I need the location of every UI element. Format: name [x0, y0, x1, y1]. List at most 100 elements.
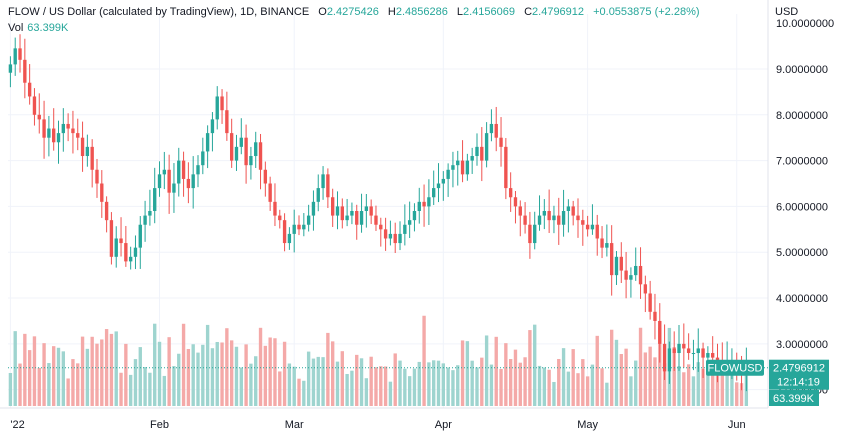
volume-bar	[95, 343, 99, 406]
volume-bar	[494, 336, 498, 406]
volume-bar	[422, 315, 426, 406]
candle-body	[542, 211, 547, 216]
candle-body	[653, 311, 657, 321]
volume-bar	[85, 348, 90, 406]
candle-body	[355, 211, 359, 225]
volume-bar	[37, 367, 41, 406]
candle-body	[263, 169, 268, 184]
volume-bar	[254, 356, 258, 406]
price-tick-label: 8.0000000	[776, 110, 828, 122]
candle-body	[456, 160, 460, 166]
candle-body	[513, 197, 518, 207]
price-tick-label: 3.0000000	[776, 339, 828, 351]
volume-bar	[229, 340, 234, 406]
candle-body	[480, 146, 484, 161]
candle-body	[196, 165, 200, 175]
volume-bar	[691, 376, 696, 406]
candle-body	[220, 96, 224, 111]
candle-body	[201, 151, 205, 166]
candle-body	[268, 183, 272, 202]
volume-bar	[177, 353, 181, 406]
volume-bar	[735, 382, 739, 406]
volume-bar	[600, 368, 604, 406]
volume-bar	[638, 327, 643, 406]
volume-bar	[263, 345, 268, 406]
candle-body	[321, 174, 325, 189]
volume-bar	[278, 371, 282, 406]
candle-body	[451, 165, 455, 170]
volume-bar	[148, 372, 152, 406]
volume-bar	[518, 362, 522, 406]
candle-body	[460, 160, 465, 175]
candle-body	[254, 142, 258, 157]
candle-body	[80, 137, 85, 157]
volume-bar	[335, 361, 340, 406]
volume-bar	[18, 363, 22, 406]
candle-body	[432, 188, 436, 198]
candle-body	[643, 284, 648, 294]
volume-bar	[398, 360, 402, 406]
candle-body	[600, 238, 604, 248]
close-label: C	[524, 6, 533, 18]
volume-bar	[369, 356, 373, 406]
candle-body	[335, 206, 340, 216]
candle-body	[427, 197, 431, 207]
volume-bar	[249, 363, 253, 406]
volume-bar	[331, 341, 335, 406]
volume-bar	[460, 340, 465, 406]
volume-bar	[326, 332, 330, 406]
time-tick-label: '22	[10, 419, 24, 431]
candle-body	[537, 215, 542, 225]
candle-body	[292, 224, 296, 234]
candle-body	[412, 211, 417, 221]
candle-body	[340, 206, 344, 221]
volume-bar	[124, 343, 128, 406]
volume-label[interactable]: Vol	[8, 22, 24, 34]
volume-bar	[114, 331, 118, 406]
volume-bar	[504, 343, 508, 406]
high-value: 2.4856286	[395, 6, 448, 18]
candle-body	[701, 348, 705, 358]
volume-bar	[359, 358, 364, 406]
volume-bar	[446, 367, 450, 406]
candle-body	[518, 206, 522, 216]
volume-bar	[388, 381, 393, 406]
volume-bar	[66, 378, 70, 406]
candle-body	[172, 183, 176, 193]
candle-body	[282, 220, 287, 244]
volume-bar	[355, 354, 359, 406]
volume-bar	[225, 328, 229, 406]
candle-body	[470, 156, 474, 161]
price-tick-label: 10.0000000	[776, 18, 834, 30]
candle-body	[407, 220, 412, 225]
candle-body	[422, 201, 426, 207]
volume-bar	[739, 383, 744, 406]
symbol-description[interactable]: FLOW / US Dollar (calculated by TradingV…	[8, 6, 310, 18]
candle-body	[42, 119, 46, 138]
volume-bar	[451, 370, 455, 406]
candle-body	[27, 82, 32, 97]
volume-bar	[725, 371, 729, 406]
volume-bar	[566, 371, 571, 406]
legend-row-ohlc: FLOW / US Dollar (calculated by TradingV…	[8, 4, 700, 20]
candle-body	[186, 178, 191, 189]
candle-body	[143, 215, 147, 225]
candle-body	[128, 256, 133, 262]
candle-body	[667, 348, 672, 372]
candle-body	[32, 96, 37, 115]
volume-bar	[292, 366, 296, 406]
volume-value: 63.399K	[27, 22, 69, 34]
volume-bar	[186, 348, 191, 406]
currency-label[interactable]: USD	[775, 6, 799, 18]
volume-bar	[268, 337, 272, 406]
volume-bar	[157, 341, 162, 406]
volume-bar	[648, 346, 652, 406]
candle-body	[167, 169, 171, 193]
volume-bar	[643, 352, 648, 406]
candle-body	[499, 137, 503, 147]
candle-body	[133, 247, 138, 257]
volume-bar	[436, 360, 441, 406]
volume-bar	[595, 335, 599, 406]
